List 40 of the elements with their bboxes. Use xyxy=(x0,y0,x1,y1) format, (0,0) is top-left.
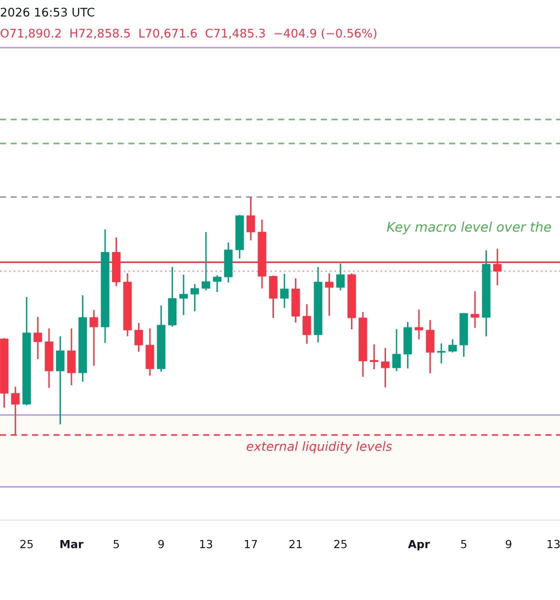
x-tick-label: 5 xyxy=(114,540,119,548)
candlestick xyxy=(190,283,200,312)
annotation: Key macro level over the xyxy=(386,222,552,234)
candlestick xyxy=(34,316,42,360)
candlestick xyxy=(370,344,378,370)
x-tick-label: 9 xyxy=(158,540,164,548)
candlestick xyxy=(268,274,278,319)
x-tick-label: 25 xyxy=(20,540,33,548)
text: O71,890.2 H72,858.5 L70,671.6 C71,485.3 −404.9 (−0.56%) xyxy=(0,28,376,40)
candlestick xyxy=(437,342,446,364)
candlestick xyxy=(448,338,457,354)
x-tick-label: 13 xyxy=(548,540,560,548)
candlestick xyxy=(146,328,154,376)
band-label: external liquidity levels xyxy=(246,441,392,454)
x-tick-label: Apr xyxy=(408,540,430,550)
candlestick xyxy=(280,273,289,309)
candlestick xyxy=(302,303,312,345)
candlestick xyxy=(134,322,143,352)
text: 2026 16:53 UTC xyxy=(0,8,94,17)
x-tick-label: 17 xyxy=(244,540,257,548)
candlestick xyxy=(325,272,334,316)
candlestick xyxy=(90,309,98,366)
candlestick xyxy=(392,328,401,372)
x-tick-label: 25 xyxy=(334,540,347,548)
candlestick xyxy=(179,274,188,316)
candlestick xyxy=(426,319,434,374)
candlestick xyxy=(212,274,222,293)
candlestick xyxy=(67,328,76,386)
x-tick-label: 9 xyxy=(506,540,512,548)
candlestick xyxy=(381,347,390,388)
x-tick-label: Mar xyxy=(60,540,84,548)
x-tick-label: 13 xyxy=(200,540,212,548)
candlestick xyxy=(202,231,210,292)
x-tick-label: 5 xyxy=(461,540,466,548)
candlestick xyxy=(336,262,345,292)
candlestick xyxy=(246,196,256,242)
candlestick xyxy=(414,308,424,340)
candlestick xyxy=(470,290,480,329)
x-tick-label: 21 xyxy=(289,540,302,548)
candlestick xyxy=(56,336,64,425)
